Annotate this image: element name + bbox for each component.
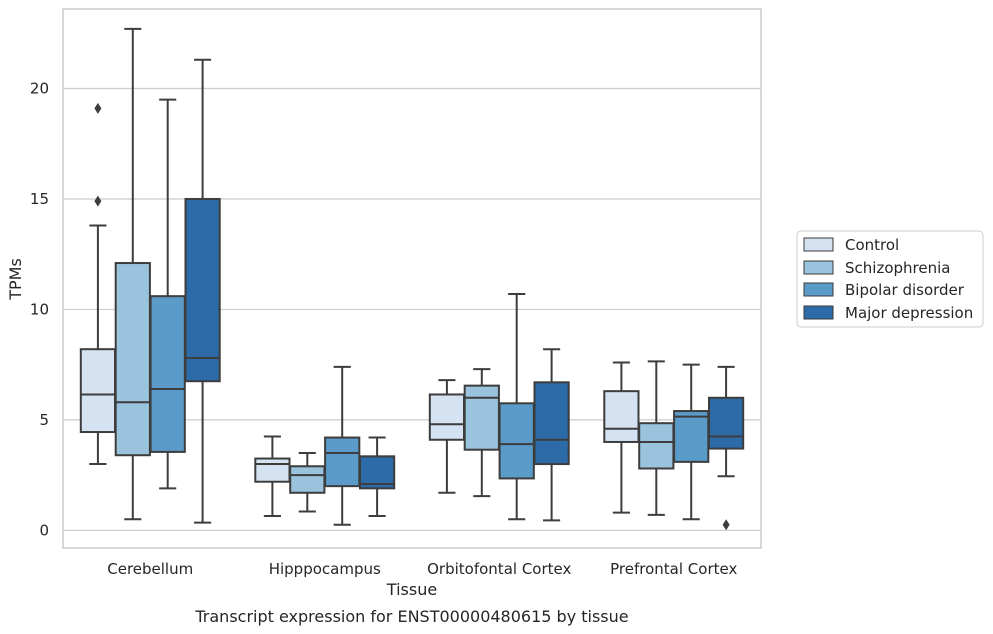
box-cerebellum-control <box>79 102 117 466</box>
legend-swatch-major-depression <box>803 305 834 320</box>
legend-label-bipolar-disorder: Bipolar disorder <box>845 281 965 299</box>
box-cerebellum-bipolar-disorder-iqr <box>149 295 186 453</box>
x-tick-label-prefrontal-cortex: Prefrontal Cortex <box>610 560 737 578</box>
box-cerebellum-major-depression-iqr <box>184 197 221 383</box>
box-cerebellum-control-outlier-0 <box>94 195 102 207</box>
box-cerebellum-bipolar-disorder <box>149 98 186 490</box>
box-hipppocampus-bipolar-disorder <box>324 365 361 526</box>
box-hipppocampus-major-depression <box>358 436 396 517</box>
series-schizophrenia <box>114 27 675 521</box>
legend-frame <box>796 230 984 328</box>
y-tick-label-5: 5 <box>39 411 49 429</box>
box-prefrontal-cortex-control-iqr <box>603 390 640 443</box>
chart-caption: Transcript expression for ENST0000048061… <box>194 607 628 626</box>
y-tick-label-10: 10 <box>30 300 49 318</box>
box-orbitofontal-cortex-schizophrenia-iqr <box>463 384 500 451</box>
box-prefrontal-cortex-schizophrenia <box>638 360 675 516</box>
box-orbitofontal-cortex-schizophrenia <box>463 368 500 498</box>
box-cerebellum-schizophrenia-iqr <box>114 262 151 457</box>
box-orbitofontal-cortex-control-iqr <box>428 393 466 441</box>
box-hipppocampus-control-iqr <box>254 457 291 483</box>
box-orbitofontal-cortex-bipolar-disorder-iqr <box>498 402 535 480</box>
x-tick-label-hipppocampus: Hipppocampus <box>269 560 381 578</box>
y-axis-ticks: 0 5 10 15 20 <box>30 80 49 540</box>
box-hipppocampus-schizophrenia <box>289 452 326 513</box>
box-prefrontal-cortex-control <box>603 361 640 514</box>
box-hipppocampus-control <box>254 435 291 517</box>
box-prefrontal-cortex-schizophrenia-iqr <box>638 422 675 470</box>
box-cerebellum-control-iqr <box>79 348 117 434</box>
box-orbitofontal-cortex-bipolar-disorder <box>498 292 535 521</box>
legend-swatch-bipolar-disorder <box>803 282 834 297</box>
legend: Control Schizophrenia Bipolar disorder M… <box>796 230 984 328</box>
x-tick-label-orbitofontal-cortex: Orbitofontal Cortex <box>427 560 571 578</box>
y-axis-title: TPMs <box>6 258 25 301</box>
legend-swatch-control <box>803 237 834 252</box>
box-orbitofontal-cortex-control <box>428 379 466 494</box>
box-orbitofontal-cortex-major-depression-iqr <box>533 381 570 466</box>
box-cerebellum-schizophrenia <box>114 27 151 521</box>
box-hipppocampus-schizophrenia-iqr <box>289 465 326 494</box>
series-bipolar-disorder <box>149 98 710 526</box>
legend-label-control: Control <box>845 236 899 254</box>
x-axis-title: Tissue <box>386 580 437 599</box>
legend-swatch-schizophrenia <box>803 260 834 275</box>
x-axis-ticks: Cerebellum Hipppocampus Orbitofontal Corte… <box>107 560 737 578</box>
box-groups <box>79 27 745 531</box>
box-prefrontal-cortex-bipolar-disorder-iqr <box>673 410 710 463</box>
box-prefrontal-cortex-major-depression-outlier-0 <box>722 519 730 531</box>
x-tick-label-cerebellum: Cerebellum <box>107 560 193 578</box>
series-major-depression <box>184 58 745 531</box>
y-tick-label-20: 20 <box>30 80 49 98</box>
legend-label-major-depression: Major depression <box>845 304 973 322</box>
box-orbitofontal-cortex-major-depression <box>533 348 570 522</box>
box-prefrontal-cortex-major-depression <box>707 365 745 531</box>
legend-label-schizophrenia: Schizophrenia <box>845 259 950 277</box>
box-cerebellum-major-depression <box>184 58 221 524</box>
y-tick-label-15: 15 <box>30 190 49 208</box>
y-tick-label-0: 0 <box>39 521 49 539</box>
box-hipppocampus-bipolar-disorder-iqr <box>324 436 361 488</box>
box-cerebellum-control-outlier-1 <box>94 102 102 114</box>
plot-frame <box>62 8 762 549</box>
box-prefrontal-cortex-major-depression-iqr <box>707 396 745 450</box>
box-prefrontal-cortex-bipolar-disorder <box>673 363 710 521</box>
